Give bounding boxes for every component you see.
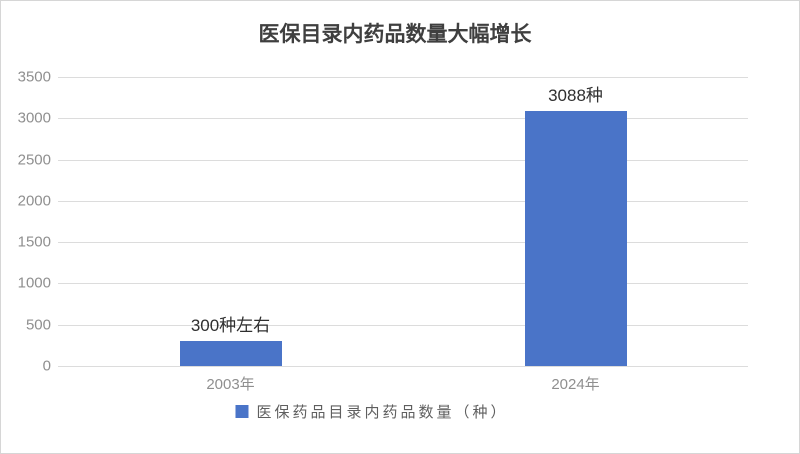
y-tick-label-0: 0 (42, 357, 51, 375)
y-tick-label-2500: 2500 (17, 151, 51, 169)
gridline-3500 (58, 77, 748, 78)
bar-slot-2003年: 300种左右 (58, 77, 403, 366)
legend: 医保药品目录内药品数量（种） (235, 401, 508, 422)
gridline-1000 (58, 283, 748, 285)
x-axis-labels: 2003年 2024年 (58, 373, 748, 394)
y-tick-label-500: 500 (25, 316, 51, 334)
y-tick-label-1500: 1500 (17, 233, 51, 251)
chart-title: 医保目录内药品数量大幅增长 (258, 23, 532, 46)
y-axis-labels: 0 500 1000 1500 2000 2500 3000 3500 (1, 69, 51, 375)
gridline-2000 (58, 200, 748, 202)
gridline-3000 (58, 118, 748, 120)
gridline-500 (58, 324, 748, 326)
gridline-1500 (58, 242, 748, 244)
plot-area: 300种左右 3088种 (58, 77, 748, 367)
y-tick-label-2000: 2000 (17, 192, 51, 210)
y-tick-label-3000: 3000 (17, 109, 51, 127)
y-tick-label-3500: 3500 (17, 68, 51, 86)
gridline-0 (58, 366, 748, 367)
legend-label: 医保药品目录内药品数量（种） (256, 403, 509, 421)
bar-slot-2024年: 3088种 (403, 77, 748, 366)
bar-data-label-2003年: 300种左右 (190, 316, 271, 336)
y-tick-label-1000: 1000 (17, 274, 51, 292)
gridline-2500 (58, 159, 748, 161)
x-axis-label-2024年: 2024年 (551, 376, 600, 393)
bar-2024年: 3088种 (524, 86, 627, 366)
bar-data-label-2024年: 3088种 (548, 86, 603, 106)
legend-marker-icon (235, 405, 249, 418)
bar-2003年: 300种左右 (179, 316, 282, 366)
x-axis-label-2003年: 2003年 (206, 376, 255, 393)
